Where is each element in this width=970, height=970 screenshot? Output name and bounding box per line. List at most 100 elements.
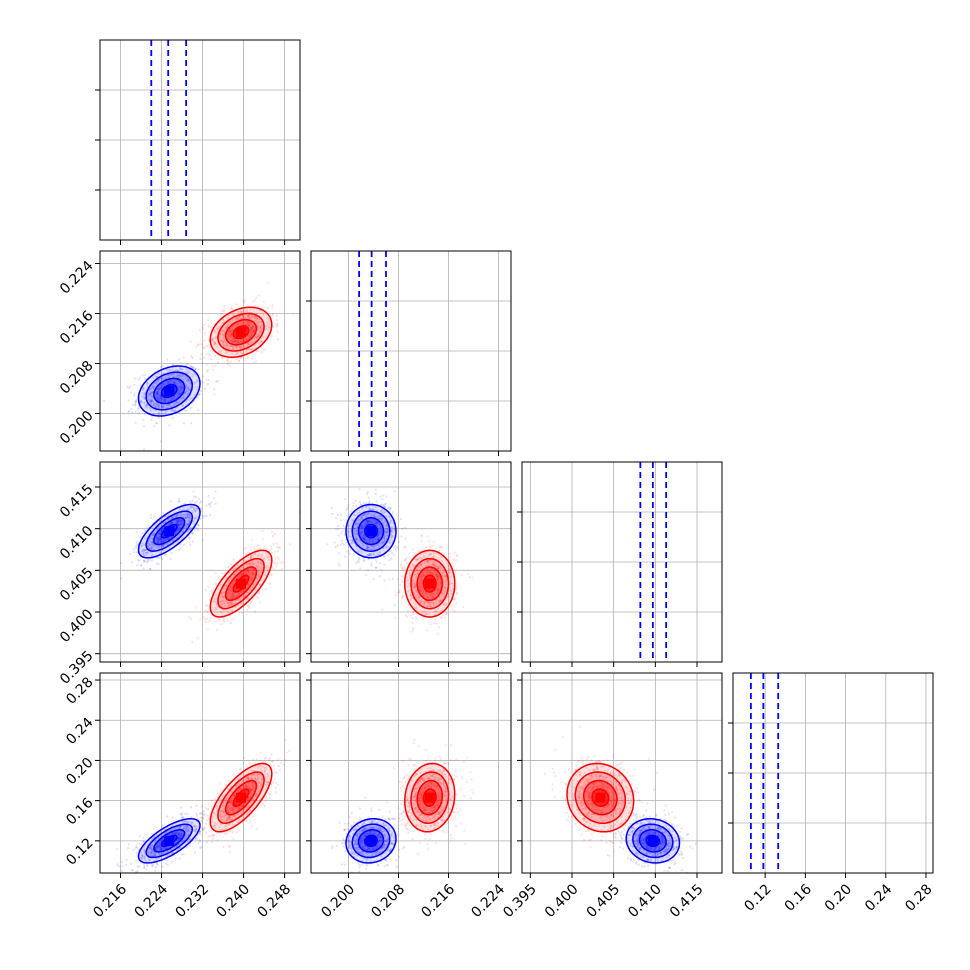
scatter-point bbox=[195, 380, 198, 383]
scatter-point bbox=[136, 564, 139, 567]
scatter-point bbox=[227, 334, 230, 338]
scatter-point bbox=[265, 548, 268, 551]
scatter-point bbox=[371, 538, 375, 541]
scatter-point bbox=[189, 406, 192, 409]
scatter-point bbox=[149, 399, 152, 402]
scatter-point bbox=[258, 329, 262, 333]
scatter-point bbox=[249, 600, 253, 604]
scatter-point bbox=[127, 399, 130, 402]
scatter-point bbox=[250, 348, 253, 351]
scatter-point bbox=[152, 404, 155, 407]
scatter-point bbox=[391, 534, 394, 538]
scatter-point bbox=[127, 410, 130, 413]
scatter-point bbox=[267, 318, 270, 321]
scatter-point bbox=[360, 526, 363, 529]
scatter-point bbox=[348, 552, 351, 555]
scatter-point bbox=[133, 394, 136, 397]
scatter-point bbox=[229, 600, 232, 603]
scatter-point bbox=[229, 595, 232, 599]
scatter-point bbox=[353, 527, 356, 530]
scatter-point bbox=[203, 339, 206, 342]
scatter-point bbox=[168, 400, 171, 403]
scatter-point bbox=[162, 527, 165, 530]
scatter-point bbox=[192, 520, 195, 523]
scatter-point bbox=[246, 609, 249, 612]
scatter-point bbox=[233, 339, 236, 343]
scatter-point bbox=[191, 540, 194, 543]
scatter-point bbox=[197, 380, 200, 383]
scatter-point bbox=[178, 380, 181, 383]
scatter-point bbox=[139, 384, 142, 387]
scatter-point bbox=[178, 400, 181, 403]
scatter-point bbox=[231, 569, 235, 572]
scatter-point bbox=[212, 606, 215, 609]
scatter-point bbox=[152, 548, 156, 551]
scatter-point bbox=[149, 513, 152, 516]
scatter-point bbox=[208, 502, 211, 506]
scatter-point bbox=[272, 325, 275, 328]
scatter-point bbox=[231, 591, 234, 594]
scatter-point bbox=[363, 536, 366, 540]
scatter-point bbox=[238, 315, 241, 319]
scatter-point bbox=[178, 526, 181, 529]
scatter-point bbox=[335, 516, 338, 520]
scatter-point bbox=[176, 522, 179, 525]
scatter-point bbox=[155, 545, 158, 549]
scatter-point bbox=[150, 391, 153, 394]
scatter-point bbox=[141, 550, 144, 553]
scatter-point bbox=[388, 506, 391, 509]
scatter-point bbox=[253, 329, 256, 332]
scatter-point bbox=[165, 537, 169, 540]
scatter-point bbox=[352, 502, 355, 505]
scatter-point bbox=[227, 604, 231, 607]
scatter-point bbox=[355, 522, 358, 525]
scatter-point bbox=[157, 388, 160, 391]
scatter-point bbox=[238, 310, 241, 313]
scatter-point bbox=[384, 520, 387, 523]
scatter-point bbox=[125, 863, 128, 867]
scatter-point bbox=[244, 317, 247, 320]
scatter-point bbox=[213, 329, 216, 332]
scatter-point bbox=[211, 368, 214, 371]
scatter-point bbox=[225, 342, 228, 345]
scatter-point bbox=[163, 412, 166, 415]
scatter-point bbox=[250, 340, 253, 343]
scatter-point bbox=[376, 534, 379, 538]
scatter-point bbox=[231, 340, 234, 343]
scatter-point bbox=[264, 588, 267, 591]
scatter-point bbox=[177, 497, 181, 500]
scatter-point bbox=[389, 532, 393, 535]
panel-content bbox=[102, 281, 294, 451]
scatter-point bbox=[154, 406, 157, 409]
scatter-point bbox=[244, 337, 247, 340]
scatter-point bbox=[214, 343, 217, 346]
scatter-point bbox=[239, 347, 243, 350]
scatter-point bbox=[152, 545, 155, 548]
scatter-point bbox=[383, 537, 386, 540]
scatter-point bbox=[357, 561, 360, 564]
scatter-point bbox=[205, 345, 208, 348]
scatter-point bbox=[247, 569, 250, 572]
scatter-point bbox=[175, 382, 178, 385]
scatter-point bbox=[257, 561, 260, 564]
scatter-point bbox=[251, 586, 254, 589]
scatter-point bbox=[178, 533, 181, 536]
scatter-point bbox=[189, 505, 192, 509]
scatter-point bbox=[243, 339, 246, 342]
scatter-point bbox=[241, 310, 244, 313]
scatter-point bbox=[170, 535, 173, 539]
scatter-point bbox=[171, 373, 174, 376]
scatter-point bbox=[159, 544, 162, 548]
scatter-point bbox=[226, 359, 229, 362]
scatter-point bbox=[255, 336, 258, 339]
scatter-point bbox=[190, 617, 193, 620]
scatter-point bbox=[155, 392, 159, 395]
scatter-point bbox=[148, 393, 151, 396]
scatter-point bbox=[175, 521, 178, 524]
scatter-point bbox=[154, 405, 157, 408]
scatter-point bbox=[184, 524, 187, 527]
scatter-point bbox=[186, 387, 189, 390]
scatter-point bbox=[374, 558, 378, 561]
scatter-point bbox=[390, 558, 393, 561]
scatter-point bbox=[338, 564, 341, 567]
